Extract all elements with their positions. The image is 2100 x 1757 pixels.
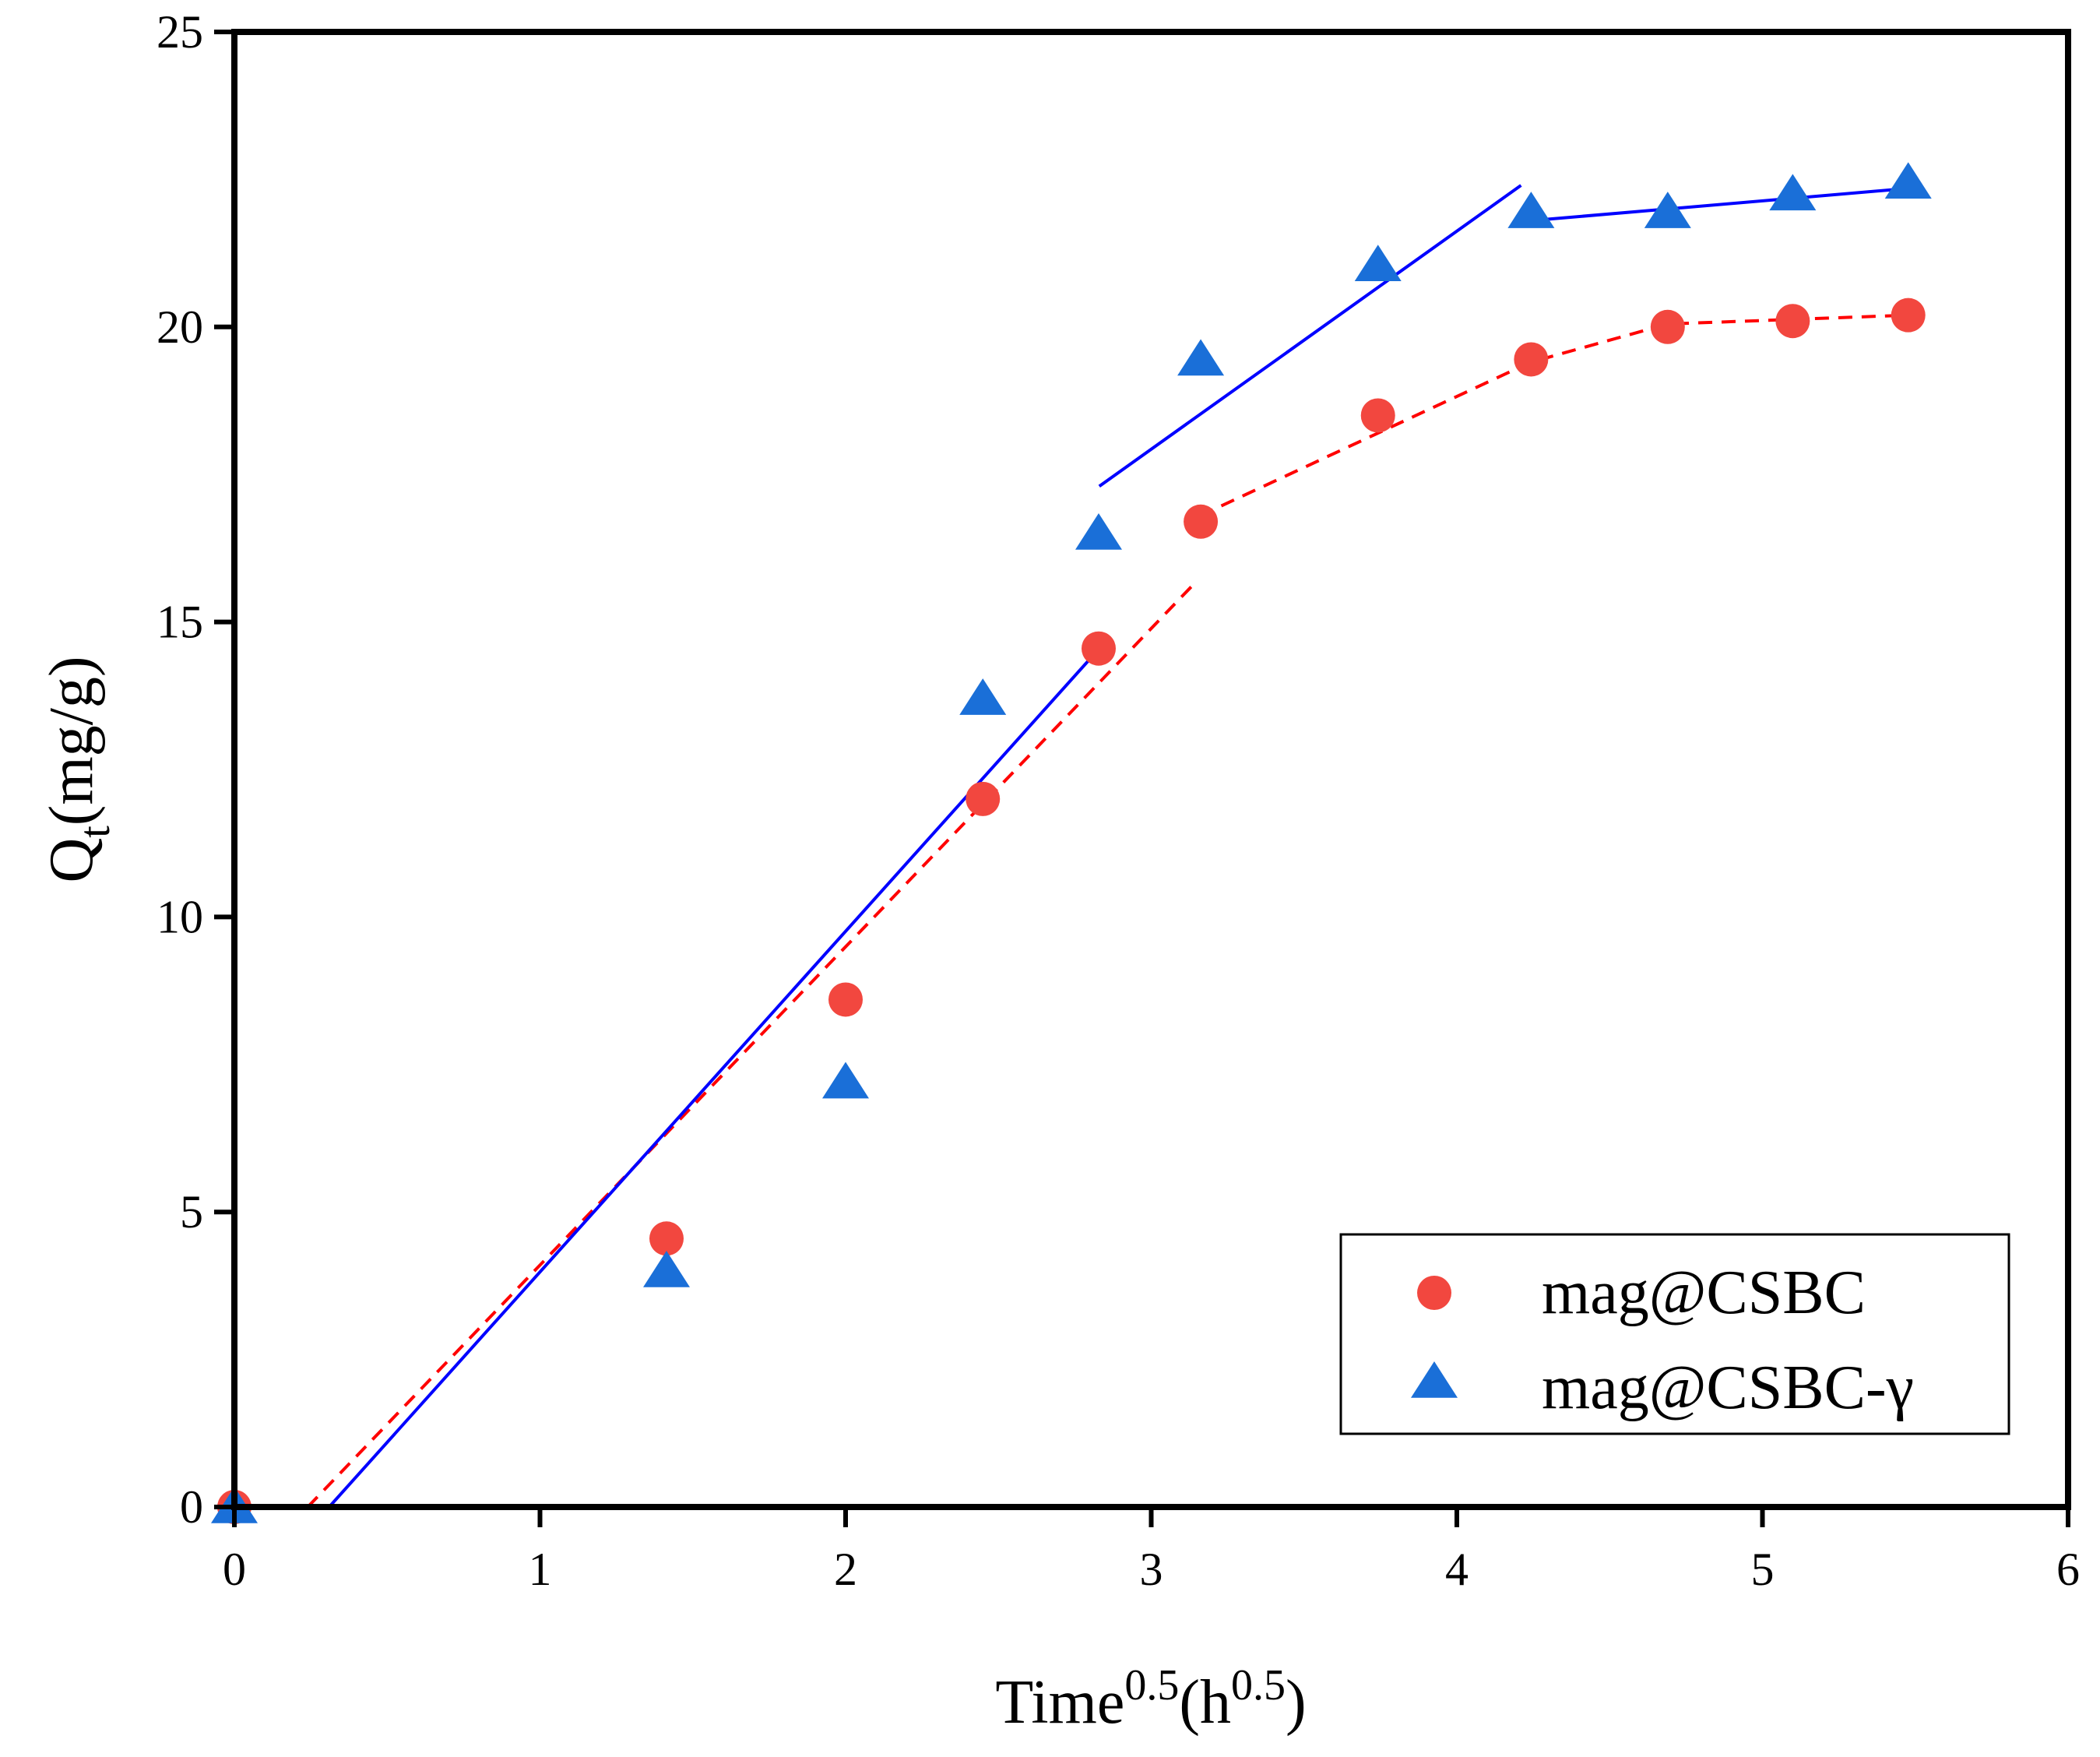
fit-line-mag-csbc-gamma: [1098, 184, 1522, 488]
data-point-mag-csbc-gamma: [1884, 162, 1932, 199]
data-point-mag-csbc: [1775, 304, 1810, 339]
fit-line-mag-csbc-gamma: [1530, 186, 1910, 223]
data-point-mag-csbc: [1650, 309, 1685, 344]
x-tick-label: 1: [529, 1544, 552, 1595]
legend-box: [1339, 1233, 2010, 1435]
x-axis-title-close: ): [1286, 1668, 1307, 1737]
data-point-mag-csbc: [1891, 298, 1926, 333]
data-point-mag-csbc-gamma: [1507, 192, 1555, 228]
y-tick-label: 0: [180, 1481, 203, 1533]
legend-icon-mag-csbc: [1417, 1276, 1451, 1310]
data-point-mag-csbc-gamma: [1177, 339, 1225, 376]
y-axis-title: Qt(mg/g): [37, 656, 119, 882]
x-tick-label: 5: [1751, 1544, 1775, 1595]
fit-line-mag-csbc: [1199, 313, 1909, 518]
y-axis-title-sub: t: [71, 826, 119, 838]
data-point-mag-csbc: [966, 781, 1001, 816]
data-point-mag-csbc-gamma: [1075, 512, 1122, 550]
data-point-mag-csbc: [828, 982, 863, 1017]
x-axis: 0 1 2 3 4 5 6: [223, 1507, 2080, 1595]
legend-label-mag-csbc-gamma: mag@CSBC-γ: [1542, 1354, 1914, 1422]
y-axis-title-rest: (mg/g): [37, 656, 106, 826]
x-axis-title: Time0.5(h0.5): [995, 1661, 1306, 1737]
y-tick-label: 5: [180, 1186, 203, 1238]
data-point-mag-csbc: [1081, 631, 1116, 666]
data-point-mag-csbc-gamma: [1354, 245, 1402, 282]
x-tick-label: 3: [1140, 1544, 1163, 1595]
fit-line-mag-csbc: [306, 579, 1198, 1509]
x-tick-label: 0: [223, 1544, 246, 1595]
y-tick-label: 25: [157, 6, 203, 58]
y-axis-title-main: Q: [37, 838, 106, 883]
y-tick-label: 20: [157, 301, 203, 353]
fit-line-mag-csbc-gamma: [328, 647, 1101, 1509]
x-axis-title-open: (h: [1179, 1668, 1231, 1737]
legend-marker-circle: [1417, 1276, 1451, 1310]
data-point-mag-csbc-gamma: [959, 678, 1007, 715]
x-tick-label: 4: [1445, 1544, 1469, 1595]
data-point-mag-csbc: [649, 1221, 684, 1256]
legend-label-mag-csbc: mag@CSBC: [1542, 1259, 1866, 1327]
y-tick-label: 15: [157, 597, 203, 648]
data-point-mag-csbc-gamma: [822, 1062, 869, 1099]
x-axis-title-main: Time: [995, 1668, 1124, 1737]
y-axis: 0 5 10 15 20 25: [157, 6, 234, 1533]
data-point-mag-csbc: [1360, 398, 1395, 433]
x-tick-label: 6: [2056, 1544, 2080, 1595]
y-tick-label: 10: [157, 891, 203, 942]
legend-icon-mag-csbc-gamma: [1411, 1361, 1458, 1398]
legend: mag@CSBC mag@CSBC-γ: [1339, 1233, 2010, 1435]
x-axis-title-sup2: 0.5: [1231, 1661, 1286, 1709]
x-axis-title-sup1: 0.5: [1124, 1661, 1179, 1709]
data-point-mag-csbc: [1514, 342, 1549, 377]
legend-marker-triangle: [1411, 1361, 1458, 1398]
data-markers: [211, 162, 1932, 1524]
data-point-mag-csbc: [1184, 504, 1219, 539]
x-tick-label: 2: [834, 1544, 857, 1595]
data-point-mag-csbc-gamma: [1644, 192, 1691, 228]
data-point-mag-csbc-gamma: [1769, 174, 1817, 211]
data-point-mag-csbc-gamma: [642, 1250, 690, 1287]
